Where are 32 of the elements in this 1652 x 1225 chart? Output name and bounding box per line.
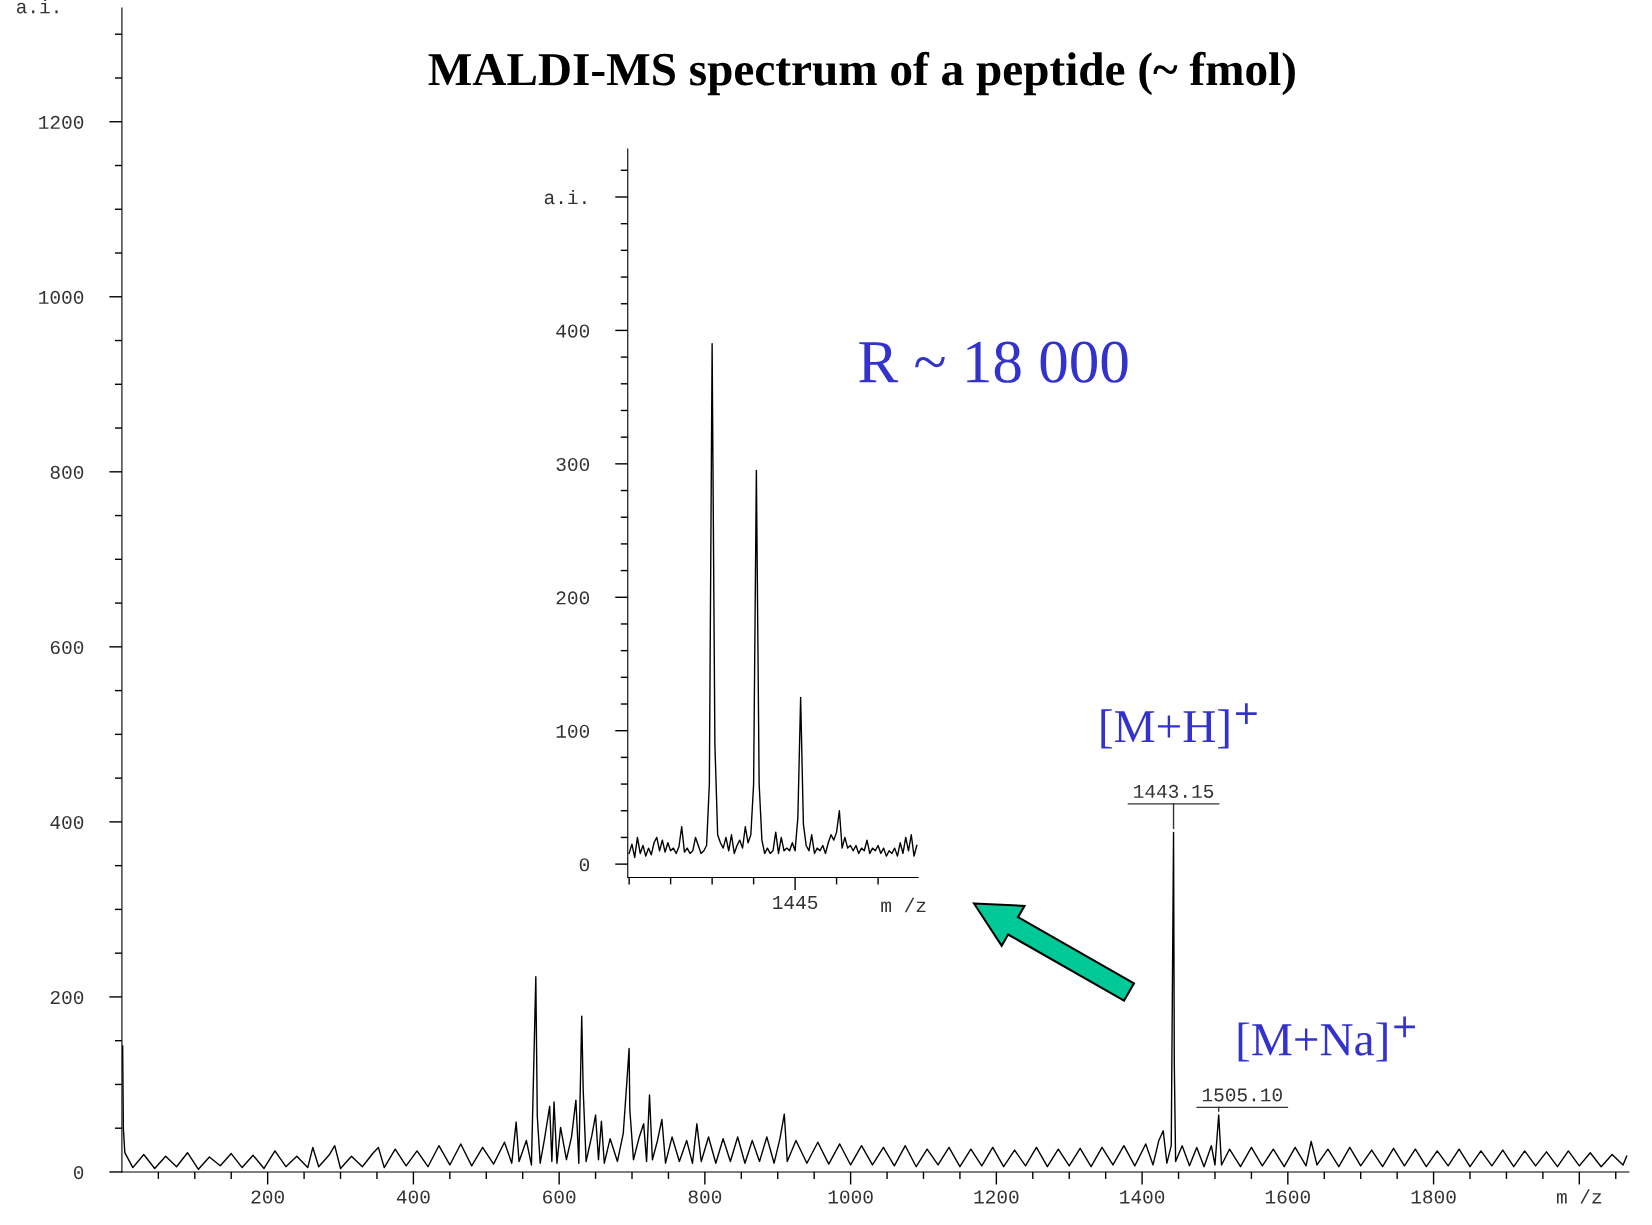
y-tick-label: 1000 [39,290,84,305]
y-tick-label: 0 [73,1166,84,1180]
annotation: [M+Na]$^{+}$ [1238,1016,1415,1062]
text: MALDI-MS spectrum of a peptide (~ fmol) [428,51,1295,96]
y-tick-label: 200 [556,591,590,605]
x-axis-title: m /z [881,897,926,913]
x-tick-label: 1200 [974,1190,1019,1204]
annotation: R ~ 18 000 [859,341,1128,383]
x-tick-label: 1600 [1265,1190,1310,1204]
y-tick-label: 100 [556,724,590,738]
y-axis-title: a.i. [16,0,58,14]
x-tick-label: 400 [396,1190,430,1204]
y-tick-label: 300 [556,457,590,472]
y-tick-label: 0 [579,858,590,872]
x-tick-label: 1400 [1120,1190,1165,1204]
y-tick-label: 1200 [39,115,84,129]
x-tick-label: 1000 [828,1190,873,1204]
x-tick-label: 800 [688,1190,722,1204]
x-tick-label: 200 [251,1190,284,1204]
annotation: 1505.10 [1202,1088,1282,1102]
y-tick-label: 400 [556,324,590,338]
x-tick-label: 1445 [773,896,818,910]
y-tick-label: 800 [50,465,84,480]
y-tick-label: 400 [50,815,84,830]
x-tick-label: 1800 [1411,1190,1456,1204]
y-tick-label: 200 [50,990,84,1005]
annotation: 1443.15 [1134,784,1214,798]
x-tick-label: m /z [1556,1189,1602,1204]
y-tick-label: 600 [50,640,84,655]
annotation: [M+H]$^{+}$ [1101,703,1257,749]
x-tick-label: 600 [543,1190,576,1204]
y-tick-label: a.i. [544,189,586,205]
